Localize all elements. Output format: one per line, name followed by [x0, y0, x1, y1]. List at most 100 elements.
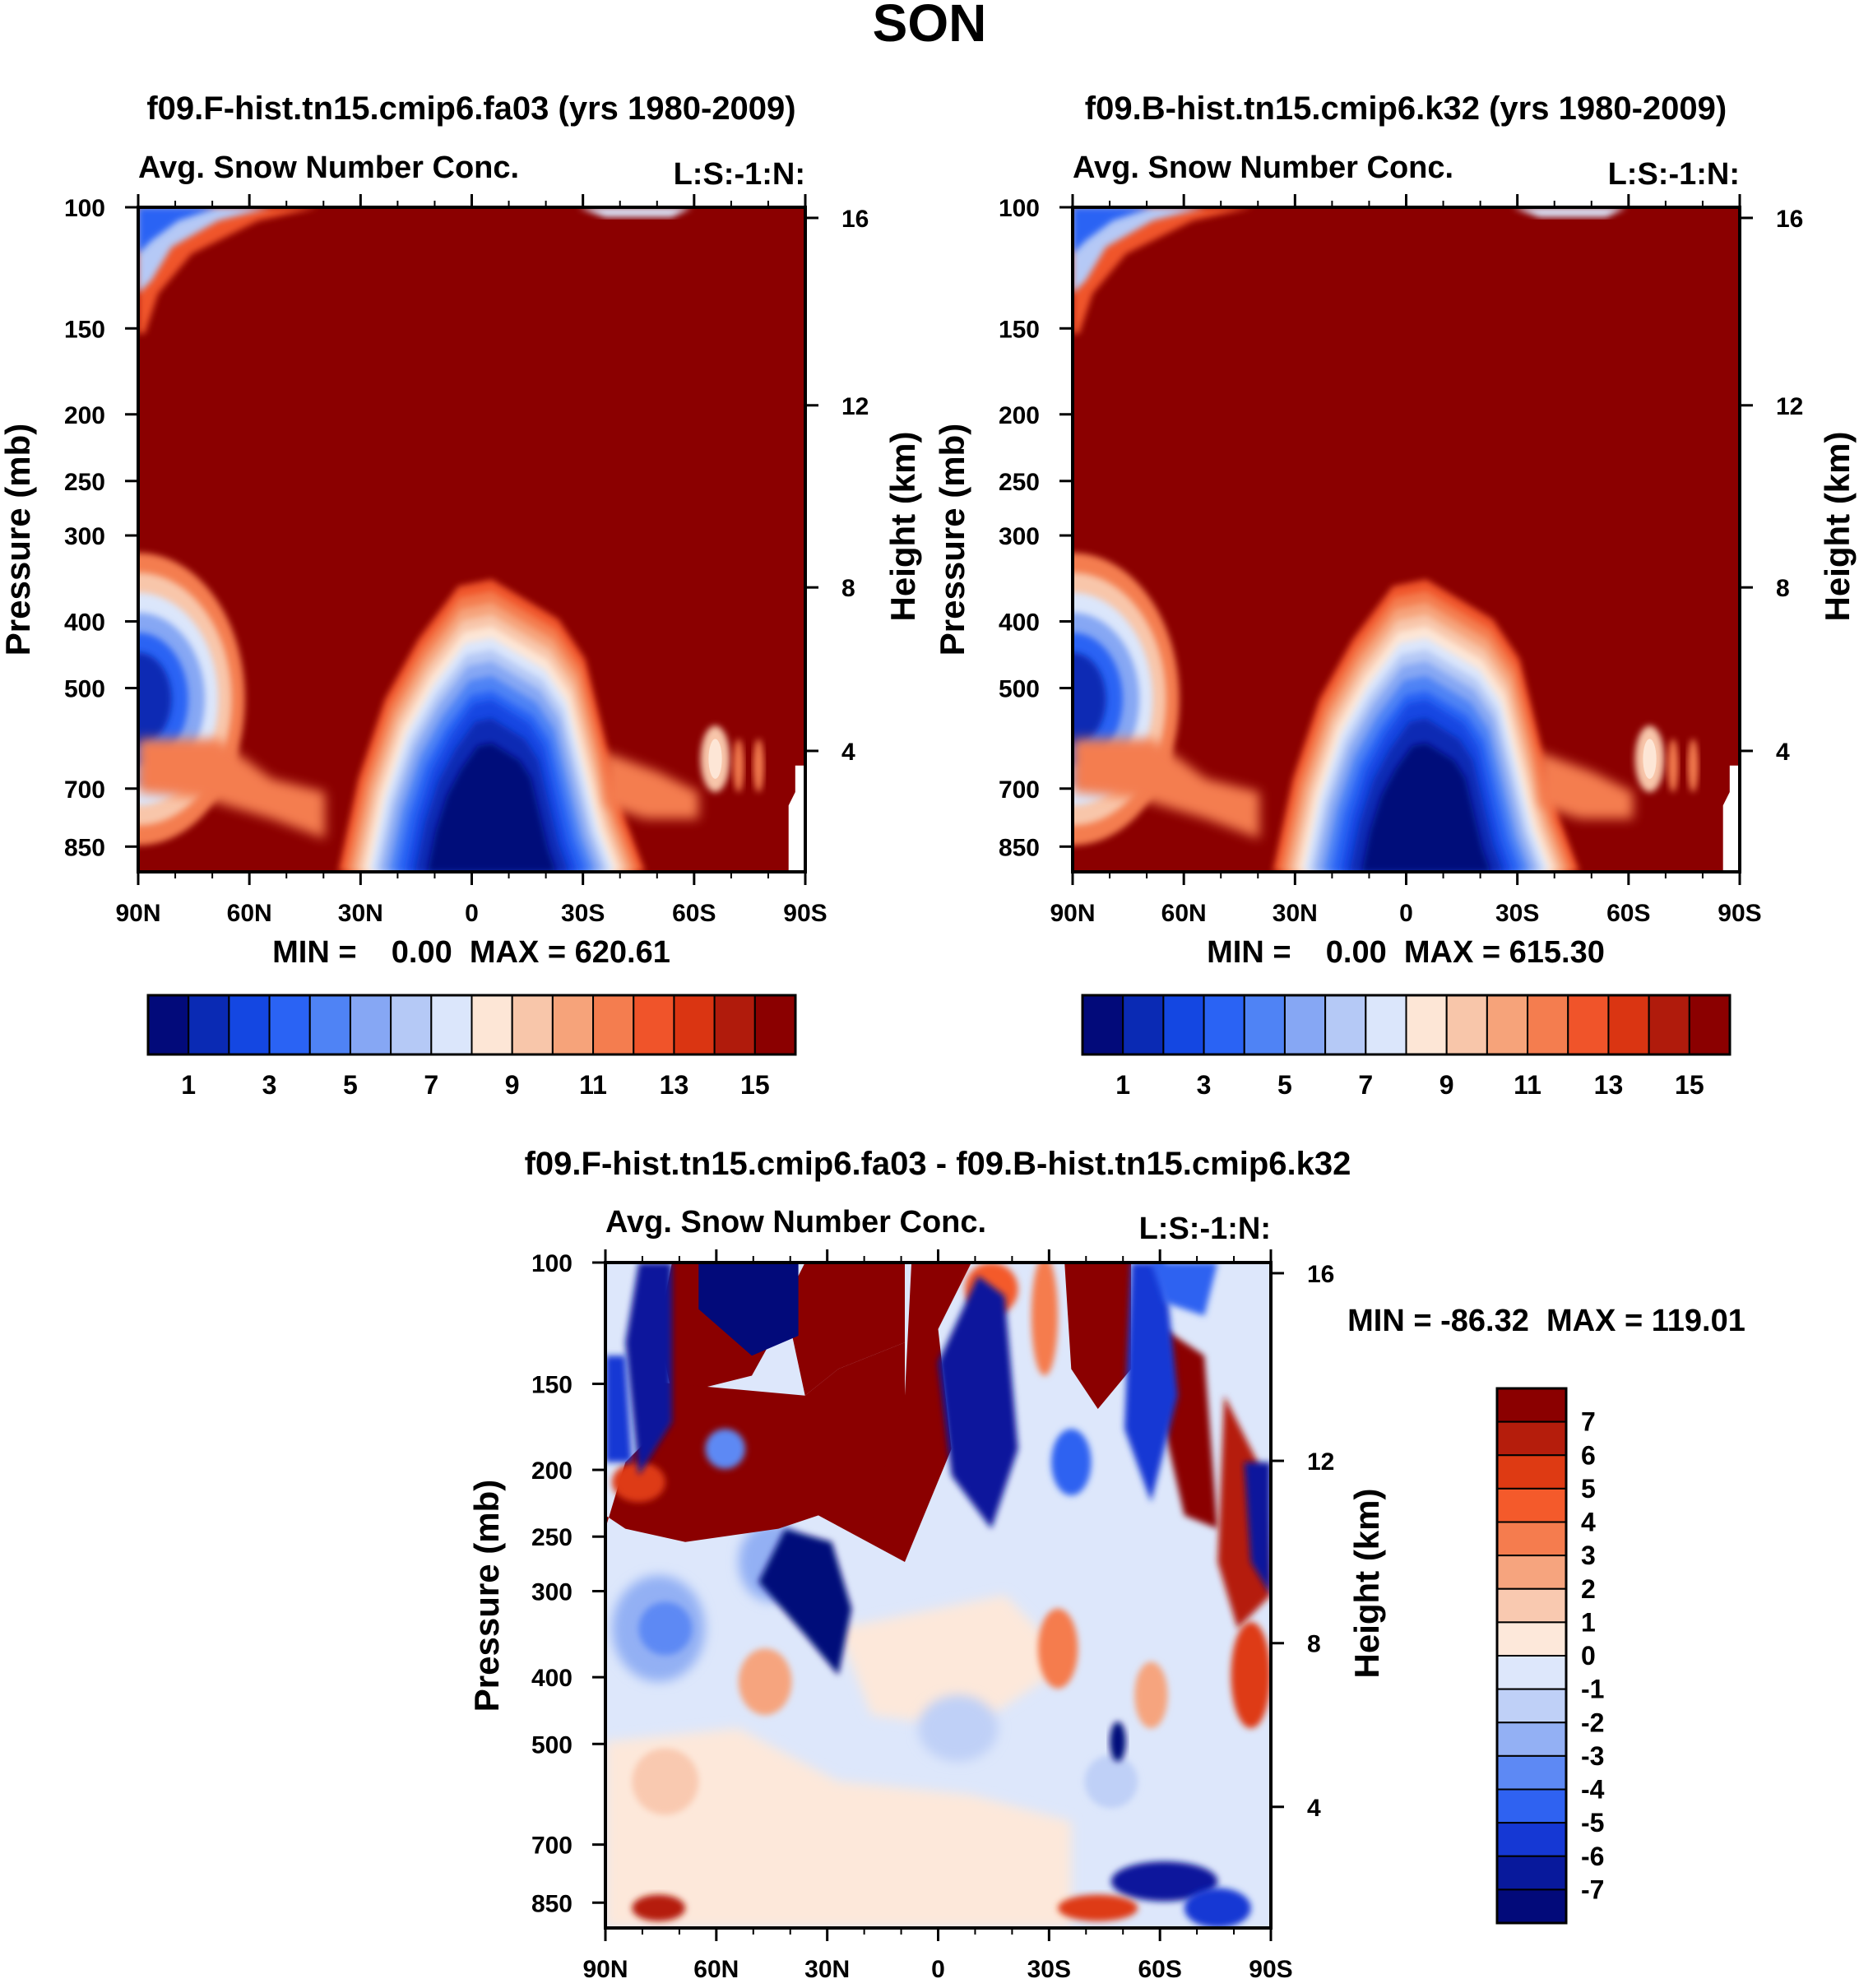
diff-weak-positive [605, 1728, 1072, 1928]
y-tick-label: 300 [999, 523, 1040, 550]
southern-anomaly-small [753, 739, 764, 793]
y-tick-label: 300 [64, 523, 105, 550]
y-tick-label: 400 [64, 609, 105, 637]
x-tick-label: 60S [672, 900, 716, 927]
colorbar-label: 7 [424, 1070, 438, 1100]
colorbar-label: 2 [1581, 1574, 1596, 1604]
colorbar-swatch [1405, 994, 1448, 1055]
colorbar-swatch [1122, 994, 1165, 1055]
x-tick-label: 90N [1050, 900, 1095, 927]
y-tick-label: 850 [64, 834, 105, 861]
colorbar-swatch [471, 994, 513, 1055]
diff-strong-positive [605, 1342, 905, 1562]
colorbar-label: 15 [1675, 1070, 1704, 1100]
panel-right-units-label: L:S:-1:N: [1608, 157, 1740, 192]
colorbar-swatch [1648, 994, 1690, 1055]
colorbar-swatch [1243, 994, 1286, 1055]
panel-left-ylabel: Pressure (mb) [0, 424, 37, 656]
diff-blob [705, 1429, 745, 1469]
colorbar-swatch [713, 994, 756, 1055]
colorbar-frame [146, 994, 797, 1056]
y-tick-label: 100 [531, 1250, 573, 1277]
diff-blob [1084, 1754, 1138, 1809]
colorbar-label: -3 [1581, 1741, 1604, 1771]
colorbar-label: 4 [1581, 1508, 1596, 1537]
colorbar-swatch [1607, 994, 1650, 1055]
panel-left-variable-label: Avg. Snow Number Conc. [138, 151, 519, 185]
diff-blob [1134, 1661, 1168, 1729]
diff-strong-positive [785, 1263, 905, 1396]
colorbar-swatch [1445, 994, 1488, 1055]
colorbar-swatch [633, 994, 675, 1055]
x-tick-label: 30S [1495, 900, 1539, 927]
colorbar-label: 3 [1581, 1541, 1596, 1570]
x-tick-label: 30S [561, 900, 605, 927]
diff-blob [1058, 1894, 1138, 1921]
diff-strong-negative [758, 1528, 852, 1675]
diff-blob [1051, 1429, 1092, 1496]
southern-anomaly-small [1687, 739, 1699, 793]
missing-data-region [788, 765, 805, 872]
diff-weak-positive [838, 1595, 1072, 1729]
colorbar-swatch [1496, 1888, 1567, 1924]
panel-left-axes: 90N 60N 30N 0 30S 60S 90S 100 150 200 250 300 400 500… [64, 194, 869, 927]
colorbar-swatch [1496, 1555, 1567, 1590]
midlatitude-band [138, 739, 326, 839]
y-tick-label: 150 [531, 1371, 573, 1398]
diff-strong-negative [1151, 1263, 1218, 1316]
figure-title: SON [873, 0, 987, 53]
colorbar-label: -4 [1581, 1775, 1605, 1805]
colorbar-swatch [1496, 1688, 1567, 1724]
colorbar-swatch [430, 994, 473, 1055]
y-tick-label: 400 [531, 1665, 573, 1692]
colorbar-swatch [390, 994, 433, 1055]
colorbar-label: 5 [343, 1070, 358, 1100]
midlatitude-band [1539, 752, 1634, 819]
y-tick-label: 500 [64, 676, 105, 703]
x-tick-label: 60S [1606, 900, 1650, 927]
x-tick-label: 90S [783, 900, 827, 927]
colorbar-swatch [268, 994, 311, 1055]
colorbar-swatch [147, 994, 190, 1055]
y-tick-label: 200 [64, 402, 105, 429]
panel-left-field [138, 207, 805, 872]
panel-diff-axes: 90N 60N 30N 0 30S 60S 90S 100 150 200 250 300 400 500… [531, 1249, 1334, 1983]
x-tick-label: 90N [115, 900, 160, 927]
colorbar-label: -2 [1581, 1708, 1604, 1737]
colorbar-label: 13 [660, 1070, 689, 1100]
y2-tick-label: 12 [1776, 393, 1803, 420]
y2-tick-label: 16 [1776, 206, 1803, 233]
southern-anomaly-small [1667, 739, 1679, 793]
panel-diff-field [605, 1263, 1271, 1928]
tropical-minimum-contour [427, 743, 557, 872]
panel-diff-y2label: Height (km) [1347, 1489, 1386, 1679]
colorbar-label: 1 [181, 1070, 196, 1100]
colorbar-swatch [1283, 994, 1327, 1055]
y-tick-label: 250 [64, 469, 105, 496]
upper-left-wedge [138, 207, 219, 254]
colorbar-label: 11 [1514, 1070, 1541, 1100]
colorbar-swatch [349, 994, 392, 1055]
southern-anomaly-small [733, 739, 744, 793]
diff-blob [638, 1601, 693, 1656]
diff-strong-negative [625, 1263, 672, 1476]
upper-right-band [578, 207, 693, 218]
colorbar-swatch [1496, 1754, 1567, 1791]
diff-blob [1231, 1621, 1271, 1729]
colorbar-swatch [1527, 994, 1569, 1055]
x-tick-label: 30N [804, 1956, 850, 1983]
colorbar-swatch [1496, 1822, 1567, 1857]
x-tick-label: 0 [1399, 900, 1413, 927]
panel-diff: f09.F-hist.tn15.cmip6.fa03 - f09.B-hist.… [467, 1146, 1745, 1983]
y-tick-label: 850 [999, 834, 1040, 861]
colorbar-swatch [1496, 1420, 1567, 1457]
x-tick-label: 60N [693, 1956, 739, 1983]
diff-blob [918, 1694, 999, 1762]
colorbar-label: 13 [1594, 1070, 1624, 1100]
colorbar-swatch [1162, 994, 1205, 1055]
panel-right-minmax: MIN = 0.00 MAX = 615.30 [1207, 935, 1605, 970]
panel-left-colorbar: 1 3 5 7 9 11 13 15 [146, 994, 797, 1100]
panel-right-colorbar: 1 3 5 7 9 11 13 15 [1081, 994, 1732, 1100]
colorbar-swatch [1496, 1587, 1567, 1624]
x-tick-label: 90N [582, 1956, 628, 1983]
